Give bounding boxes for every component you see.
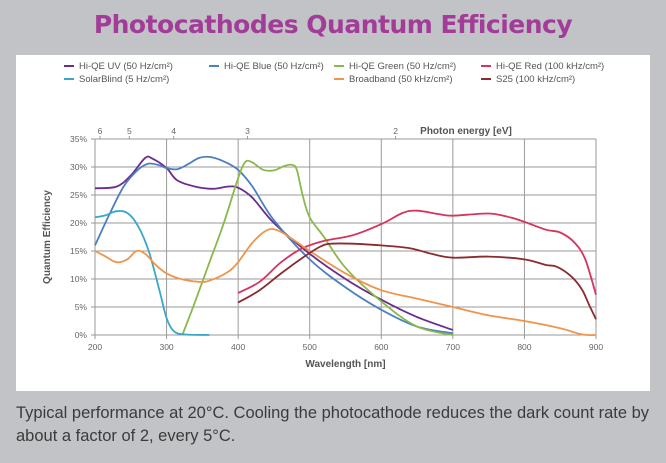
series-line-hi-qe-red <box>237 209 597 295</box>
series-line-hi-qe-uv <box>94 155 454 331</box>
grid <box>91 138 597 339</box>
x-tick-label: 800 <box>517 342 531 352</box>
x-tick-label: 600 <box>374 342 388 352</box>
legend-item-broadband: Broadband (50 kHz/cm²) <box>334 74 452 85</box>
energy-tick-label: 5 <box>127 126 132 136</box>
legend-item-hi-qe-red: Hi-QE Red (100 kHz/cm²) <box>481 61 604 72</box>
energy-tick-label: 4 <box>171 126 176 136</box>
legend-label: S25 (100 kHz/cm²) <box>496 74 575 85</box>
energy-tick-label: 3 <box>245 126 250 136</box>
y-tick-label: 20% <box>70 218 87 228</box>
x-tick-label: 700 <box>446 342 460 352</box>
y-tick-label: 5% <box>75 302 88 312</box>
page-title: Photocathodes Quantum Efficiency <box>93 10 573 39</box>
y-tick-label: 25% <box>70 190 87 200</box>
legend-label: Hi-QE Red (100 kHz/cm²) <box>496 61 604 72</box>
series-line-hi-qe-blue <box>94 155 454 335</box>
series-line-solarblind <box>94 210 210 336</box>
chart-panel: Hi-QE UV (50 Hz/cm²) Hi-QE Blue (50 Hz/cm… <box>16 55 650 391</box>
x-tick-label: 200 <box>88 342 102 352</box>
qe-chart: Hi-QE UV (50 Hz/cm²) Hi-QE Blue (50 Hz/cm… <box>42 61 604 370</box>
series-layer <box>94 155 597 337</box>
legend-label: Hi-QE Green (50 Hz/cm²) <box>349 61 456 72</box>
legend-item-s25: S25 (100 kHz/cm²) <box>481 74 575 85</box>
legend-label: Broadband (50 kHz/cm²) <box>349 74 452 85</box>
energy-tick-label: 6 <box>98 126 103 136</box>
x-tick-label: 900 <box>589 342 603 352</box>
legend-item-solarblind: SolarBlind (5 Hz/cm²) <box>64 74 169 85</box>
legend-item-hi-qe-blue: Hi-QE Blue (50 Hz/cm²) <box>209 61 324 72</box>
legend-item-hi-qe-green: Hi-QE Green (50 Hz/cm²) <box>334 61 456 72</box>
energy-tick-label: 2 <box>393 126 398 136</box>
series-line-s25 <box>237 242 597 320</box>
x-axis-title: Wavelength [nm] <box>305 359 385 370</box>
caption: Typical performance at 20°C. Cooling the… <box>16 404 650 445</box>
legend: Hi-QE UV (50 Hz/cm²) Hi-QE Blue (50 Hz/cm… <box>64 61 604 85</box>
axes: 0% 5% 10% 15% 20% 25% 30% 35% 200 300 400 500 600 700… <box>42 126 603 370</box>
legend-item-hi-qe-uv: Hi-QE UV (50 Hz/cm²) <box>64 61 173 72</box>
x-tick-label: 400 <box>231 342 245 352</box>
x-tick-label: 500 <box>303 342 317 352</box>
series-line-broadband <box>94 228 597 337</box>
y-tick-label: 10% <box>70 274 87 284</box>
y-tick-label: 30% <box>70 162 87 172</box>
legend-label: SolarBlind (5 Hz/cm²) <box>79 74 169 85</box>
legend-label: Hi-QE UV (50 Hz/cm²) <box>79 61 173 72</box>
legend-label: Hi-QE Blue (50 Hz/cm²) <box>224 61 324 72</box>
y-axis-title: Quantum Efficiency <box>42 190 53 284</box>
x-tick-label: 300 <box>159 342 173 352</box>
series-line-hi-qe-green <box>181 159 454 336</box>
y-tick-label: 35% <box>70 134 87 144</box>
energy-axis-title: Photon energy [eV] <box>420 126 512 137</box>
y-tick-label: 15% <box>70 246 87 256</box>
y-tick-label: 0% <box>75 330 88 340</box>
